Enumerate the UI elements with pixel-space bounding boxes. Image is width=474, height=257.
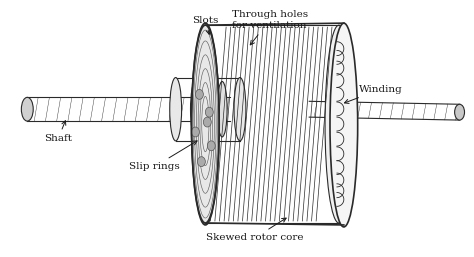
Ellipse shape [207,141,215,151]
Ellipse shape [217,81,227,137]
Ellipse shape [21,97,33,121]
Text: Skewed rotor core: Skewed rotor core [206,218,303,242]
Text: Shaft: Shaft [44,121,72,143]
Ellipse shape [325,25,353,223]
Ellipse shape [198,157,205,167]
Ellipse shape [205,107,213,117]
Text: Slots: Slots [192,16,219,34]
Ellipse shape [203,117,211,127]
Ellipse shape [205,81,215,137]
Ellipse shape [191,25,219,223]
Ellipse shape [191,81,201,137]
Text: Slip rings: Slip rings [129,141,197,171]
Ellipse shape [191,127,200,137]
Text: Through holes
for ventilation: Through holes for ventilation [232,11,308,45]
Ellipse shape [170,78,182,141]
Ellipse shape [234,78,246,141]
Ellipse shape [455,104,465,120]
Ellipse shape [195,89,203,99]
Text: Winding: Winding [345,85,402,103]
Ellipse shape [330,23,358,227]
